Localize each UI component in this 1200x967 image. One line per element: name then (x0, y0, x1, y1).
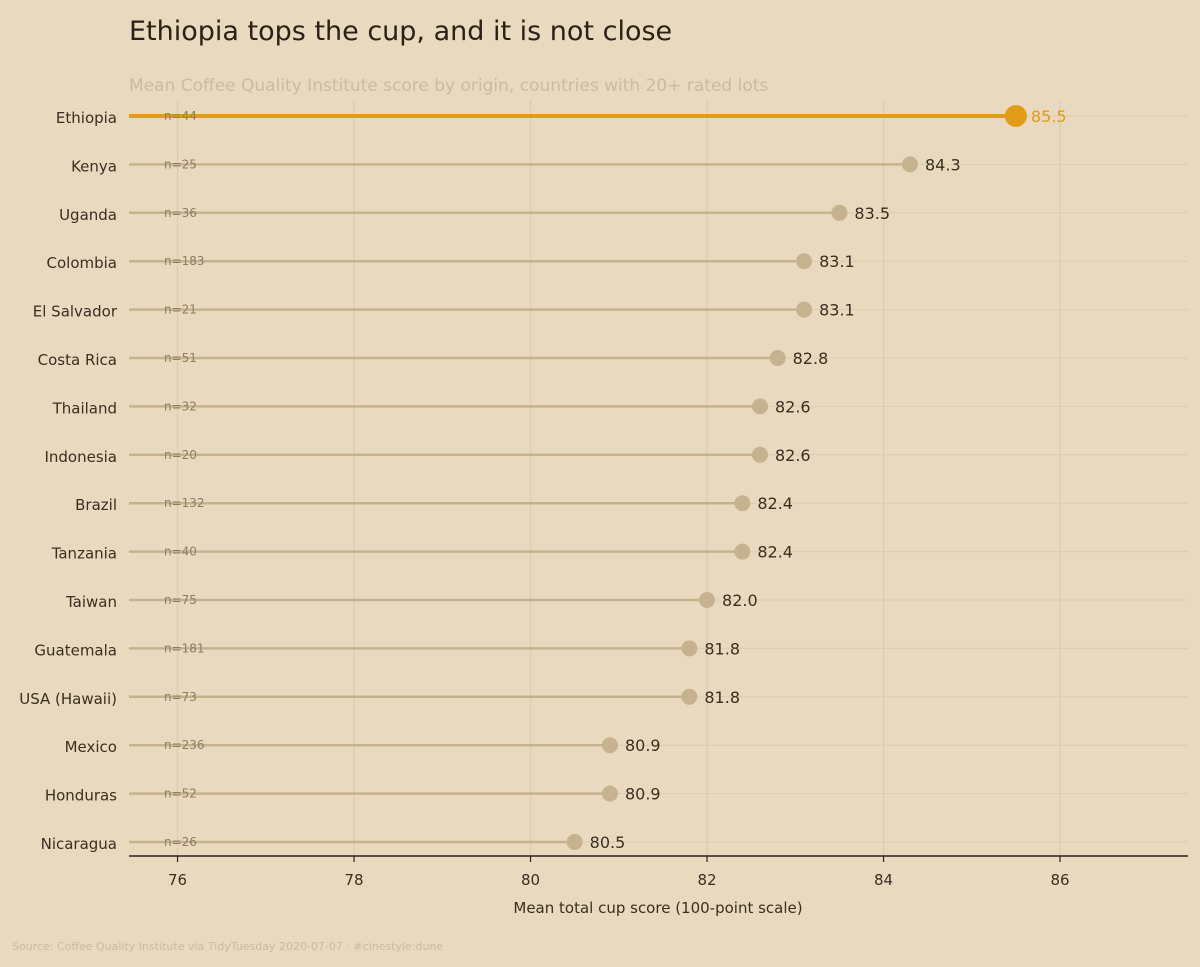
x-axis-label: Mean total cup score (100-point scale) (513, 899, 802, 917)
chart-subtitle: Mean Coffee Quality Institute score by o… (129, 76, 768, 96)
category-label-indonesia: Indonesia (44, 448, 117, 466)
lollipop-marks: Ethiopia n=44 85.5 Kenya n=25 84.3 Uganda n=36 8… (19, 105, 1067, 853)
value-label-kenya: 84.3 (925, 155, 961, 174)
dot-uganda (831, 204, 848, 221)
n-label-usa-hawaii: n=73 (164, 690, 197, 704)
n-label-uganda: n=36 (164, 206, 197, 220)
value-label-brazil: 82.4 (757, 494, 793, 513)
dot-mexico (601, 737, 618, 754)
value-label-uganda: 83.5 (854, 204, 890, 223)
value-label-usa-hawaii: 81.8 (704, 688, 740, 707)
n-label-indonesia: n=20 (164, 448, 197, 462)
tick-label-86: 86 (1050, 871, 1069, 889)
category-label-mexico: Mexico (65, 738, 117, 756)
category-label-el-salvador: El Salvador (33, 303, 118, 321)
dot-nicaragua (566, 834, 583, 850)
chart-title: Ethiopia tops the cup, and it is not clo… (129, 16, 672, 47)
value-label-guatemala: 81.8 (704, 639, 740, 658)
value-label-mexico: 80.9 (625, 736, 661, 755)
dot-ethiopia (1004, 105, 1027, 127)
category-label-thailand: Thailand (52, 399, 117, 417)
category-label-colombia: Colombia (47, 254, 118, 272)
n-label-colombia: n=183 (164, 254, 205, 268)
dot-el-salvador (796, 301, 813, 318)
value-label-thailand: 82.6 (775, 397, 811, 416)
n-label-ethiopia: n=44 (164, 109, 197, 123)
value-label-costa-rica: 82.8 (793, 349, 829, 368)
tick-label-80: 80 (521, 871, 540, 889)
category-label-kenya: Kenya (71, 157, 117, 175)
category-label-ethiopia: Ethiopia (56, 109, 117, 127)
dot-guatemala (681, 640, 698, 657)
n-label-guatemala: n=181 (164, 641, 205, 655)
dot-indonesia (751, 446, 768, 463)
dot-costa-rica (769, 350, 786, 366)
dot-taiwan (699, 592, 716, 608)
category-label-brazil: Brazil (75, 496, 117, 514)
category-label-guatemala: Guatemala (34, 641, 117, 659)
value-label-indonesia: 82.6 (775, 446, 811, 465)
n-label-thailand: n=32 (164, 399, 197, 413)
tick-label-78: 78 (344, 871, 363, 889)
dot-honduras (601, 785, 618, 802)
n-label-kenya: n=25 (164, 157, 197, 171)
category-label-honduras: Honduras (45, 787, 117, 805)
dot-brazil (734, 495, 751, 512)
n-label-mexico: n=236 (164, 738, 205, 752)
value-label-taiwan: 82.0 (722, 591, 758, 610)
n-label-costa-rica: n=51 (164, 351, 197, 365)
category-label-nicaragua: Nicaragua (41, 835, 117, 853)
dot-usa-hawaii (681, 688, 698, 705)
value-label-nicaragua: 80.5 (590, 833, 626, 852)
n-label-brazil: n=132 (164, 496, 205, 510)
dot-kenya (902, 156, 919, 173)
n-label-taiwan: n=75 (164, 593, 197, 607)
dot-tanzania (734, 543, 751, 560)
dot-thailand (751, 398, 768, 415)
dot-colombia (796, 253, 813, 270)
n-label-nicaragua: n=26 (164, 835, 197, 849)
x-axis-ticks: 76 78 80 82 84 86 (168, 856, 1070, 889)
value-label-el-salvador: 83.1 (819, 301, 855, 320)
tick-label-76: 76 (168, 871, 187, 889)
n-label-el-salvador: n=21 (164, 303, 197, 317)
value-label-honduras: 80.9 (625, 785, 661, 804)
category-label-costa-rica: Costa Rica (38, 351, 117, 369)
value-label-tanzania: 82.4 (757, 543, 793, 562)
category-label-taiwan: Taiwan (65, 593, 117, 611)
category-label-usa-hawaii: USA (Hawaii) (19, 690, 117, 708)
value-label-ethiopia: 85.5 (1031, 107, 1067, 126)
category-label-uganda: Uganda (59, 206, 117, 224)
n-label-honduras: n=52 (164, 787, 197, 801)
category-label-tanzania: Tanzania (51, 545, 117, 563)
tick-label-84: 84 (874, 871, 893, 889)
source-note: Source: Coffee Quality Institute via Tid… (12, 940, 443, 953)
n-label-tanzania: n=40 (164, 545, 197, 559)
value-label-colombia: 83.1 (819, 252, 855, 271)
tick-label-82: 82 (697, 871, 716, 889)
